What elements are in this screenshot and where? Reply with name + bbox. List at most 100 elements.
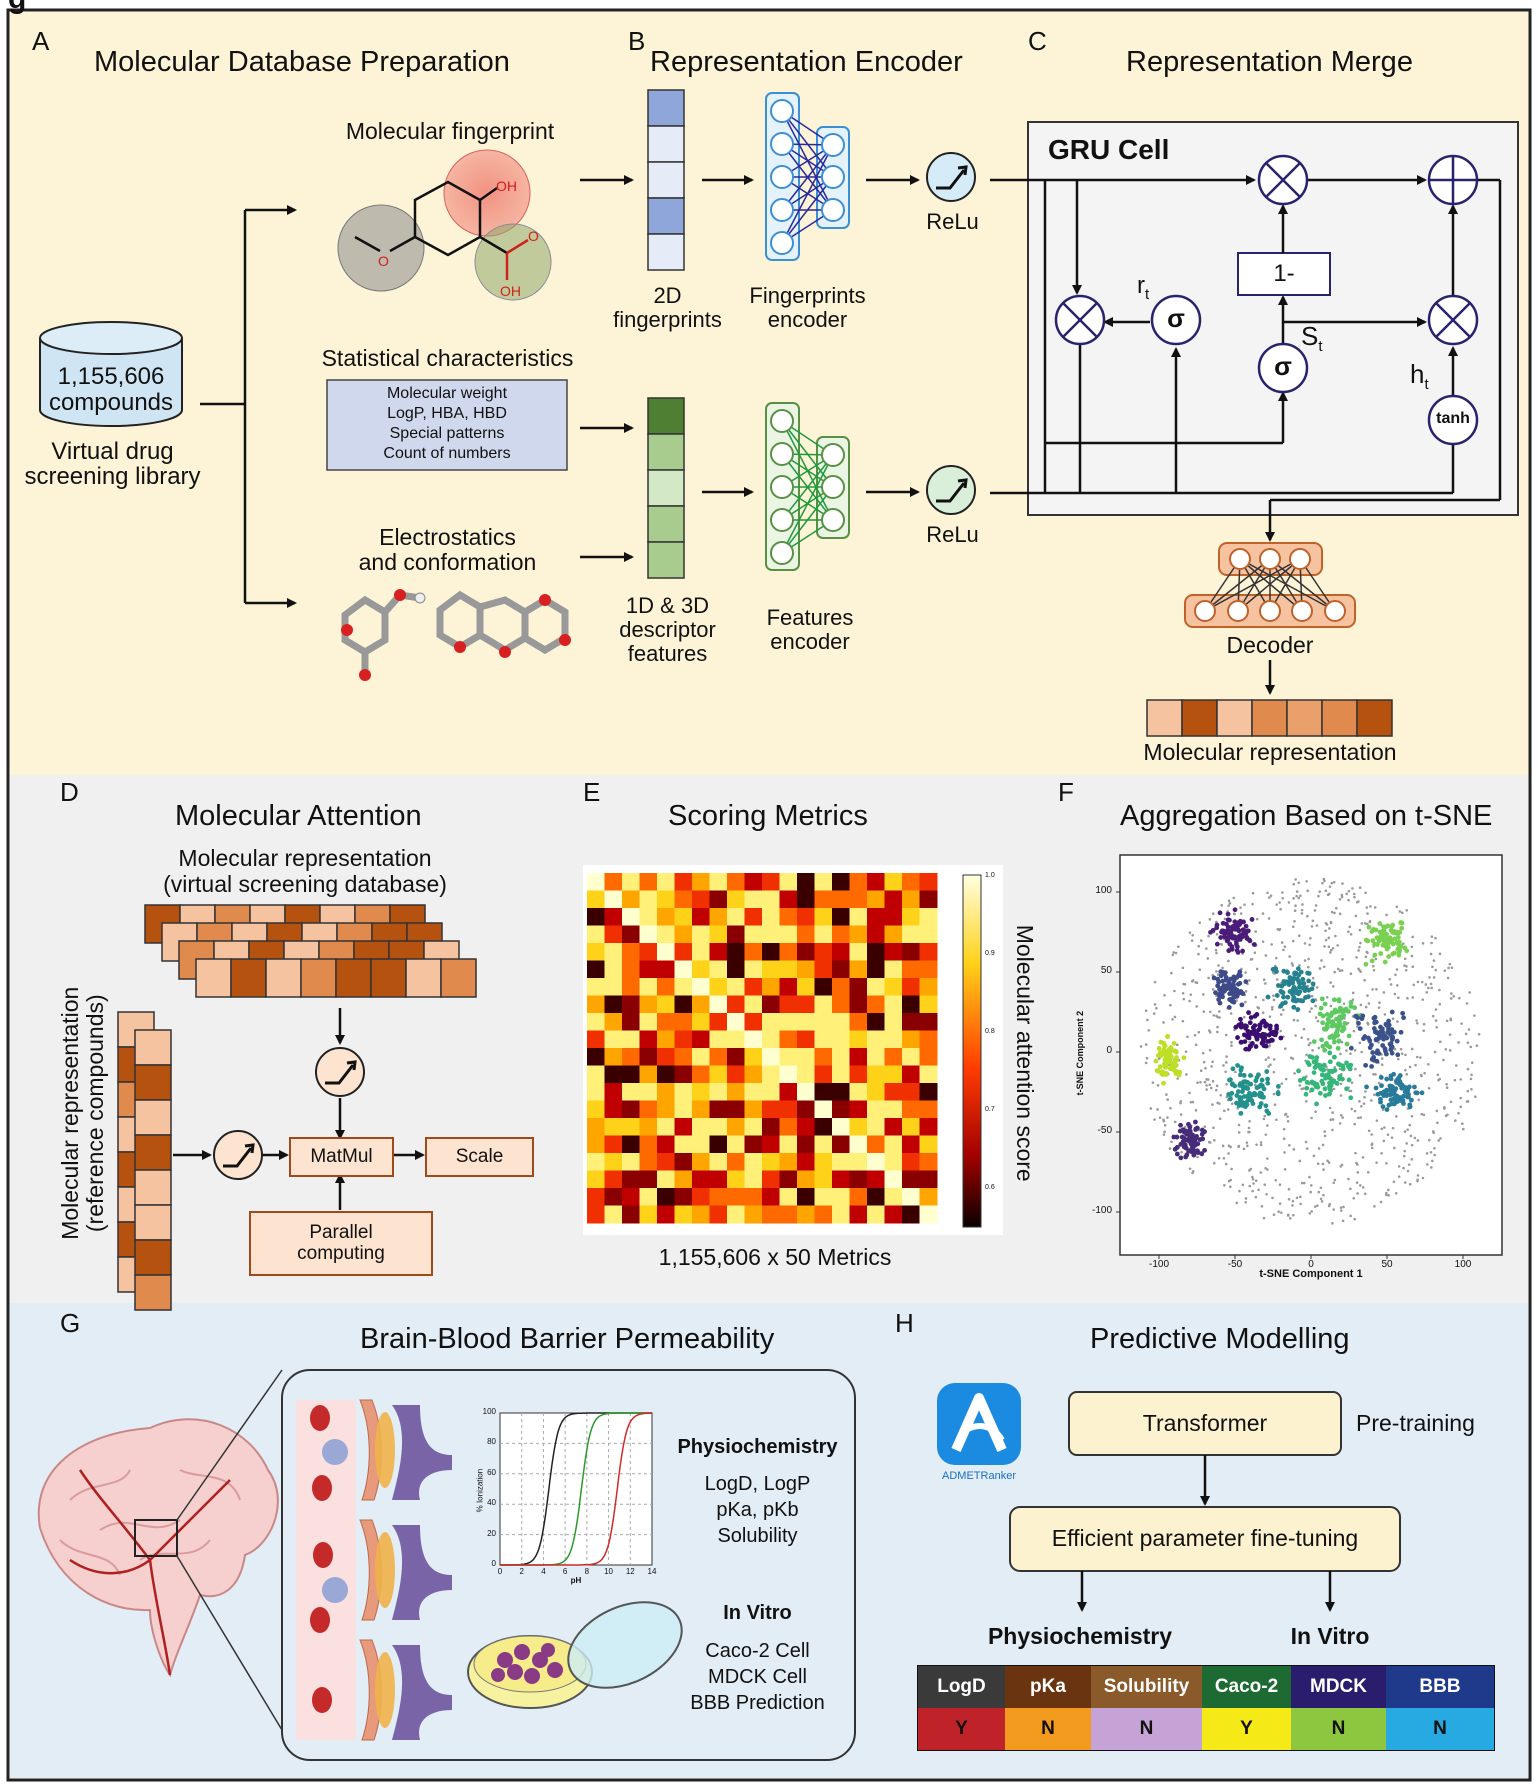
- tsne-point: [1243, 1015, 1246, 1019]
- tsne-point: [1287, 901, 1291, 904]
- tsne-point: [1459, 1078, 1463, 1081]
- tsne-point: [1450, 992, 1453, 995]
- tsne-point: [1214, 1088, 1218, 1092]
- tsne-point: [1269, 1063, 1272, 1066]
- tsne-point: [1199, 939, 1203, 942]
- tsne-point: [1221, 971, 1227, 977]
- heatmap-cell: [797, 1048, 815, 1066]
- heatmap-cell: [604, 1065, 623, 1084]
- tsne-point: [1439, 1137, 1442, 1140]
- heatmap-cell: [727, 1118, 745, 1136]
- tsne-point: [1259, 1077, 1265, 1083]
- tsne-point: [1338, 897, 1342, 901]
- tsne-point: [1153, 980, 1157, 984]
- tsne-point: [1305, 879, 1308, 883]
- tsne-point: [1375, 1119, 1379, 1122]
- tsne-point: [1259, 1141, 1263, 1144]
- tsne-point: [1234, 944, 1240, 950]
- tsne-point: [1355, 1015, 1361, 1021]
- tsne-point: [1424, 983, 1428, 986]
- tsne-point: [1432, 959, 1436, 962]
- tsne-point: [1307, 957, 1310, 961]
- molecular-representation-bar: [1146, 699, 1393, 737]
- panel-title: Aggregation Based on t-SNE: [1120, 800, 1493, 832]
- heatmap-cell: [779, 1135, 798, 1154]
- heatmap-cell: [779, 908, 798, 926]
- tsne-point: [1383, 1013, 1387, 1016]
- tsne-point: [1351, 887, 1354, 890]
- heatmap-cell: [622, 1135, 640, 1154]
- tsne-point: [1327, 945, 1331, 949]
- tsne-point: [1384, 1093, 1390, 1098]
- tsne-point: [1208, 1031, 1212, 1034]
- heatmap-cell: [657, 1030, 675, 1049]
- heatmap-cell: [832, 1135, 850, 1154]
- tsne-point: [1230, 1041, 1233, 1044]
- heatmap-cell: [587, 1030, 605, 1049]
- tsne-point: [1397, 930, 1403, 935]
- library-count: 1,155,606: [57, 363, 165, 390]
- relu-icon: [926, 152, 976, 202]
- ionization-chart: [499, 1412, 653, 1566]
- tsne-point: [1254, 995, 1258, 999]
- heatmap-cell: [762, 960, 780, 979]
- tsne-point: [1235, 950, 1241, 955]
- tsne-point: [1410, 954, 1414, 958]
- electro-caption: Electrostatics: [379, 524, 516, 550]
- tsne-point: [1409, 1134, 1413, 1138]
- tsne-point: [1163, 1053, 1169, 1059]
- heatmap-cell: [849, 925, 868, 944]
- heatmap-cell: [814, 1013, 833, 1031]
- heatmap-cell: [587, 890, 605, 909]
- tsne-point: [1407, 1163, 1411, 1166]
- tsne-point: [1391, 1017, 1395, 1021]
- heatmap-cell: [674, 960, 693, 979]
- brain-icon: [37, 1418, 279, 1678]
- tsne-point: [1363, 1192, 1367, 1196]
- tsne-point: [1191, 1100, 1195, 1104]
- tsne-point: [1262, 1117, 1266, 1121]
- heatmap-cell: [762, 1013, 780, 1031]
- tsne-point: [1183, 1125, 1187, 1129]
- tsne-point: [1286, 1214, 1290, 1217]
- tsne-point: [1303, 995, 1308, 1000]
- tsne-point: [1181, 992, 1185, 995]
- tsne-point: [1466, 1089, 1470, 1093]
- heatmap-cell: [692, 890, 710, 909]
- tsne-point: [1348, 1003, 1354, 1009]
- tsne-point: [1374, 942, 1380, 947]
- tsne-point: [1393, 1146, 1396, 1150]
- tsne-point: [1339, 1052, 1342, 1056]
- tsne-point: [1280, 941, 1284, 944]
- tsne-point: [1171, 1017, 1174, 1021]
- heatmap-cell: [744, 1100, 763, 1119]
- tsne-point: [1171, 1134, 1177, 1140]
- heatmap-cell: [709, 1100, 728, 1119]
- tsne-point: [1246, 937, 1252, 943]
- tsne-ytick-label: -100: [1091, 1205, 1112, 1216]
- heatmap-cell: [797, 873, 815, 891]
- tsne-point: [1433, 1146, 1436, 1150]
- tsne-point: [1156, 1084, 1160, 1087]
- tsne-point: [1347, 889, 1351, 893]
- tsne-point: [1217, 964, 1220, 967]
- descriptor-caption: features: [627, 641, 708, 666]
- tsne-point: [1271, 1196, 1274, 1200]
- heatmap-cell: [622, 978, 640, 996]
- tsne-point: [1183, 982, 1187, 986]
- heatmap-cell: [674, 890, 693, 909]
- sigma-label: σ: [1167, 303, 1185, 333]
- heatmap-cell: [657, 1065, 675, 1084]
- tsne-point: [1353, 1122, 1356, 1126]
- heatmap-cell: [902, 1065, 920, 1084]
- tsne-point: [1310, 998, 1316, 1004]
- tsne-point: [1364, 1090, 1367, 1093]
- tsne-point: [1229, 944, 1235, 949]
- tsne-point: [1181, 966, 1185, 970]
- tsne-point: [1252, 1182, 1255, 1185]
- tsne-point: [1231, 999, 1237, 1005]
- tsne-point: [1366, 1021, 1369, 1025]
- tsne-point: [1390, 1087, 1396, 1092]
- tsne-point: [1199, 1069, 1203, 1073]
- tsne-point: [1434, 1008, 1438, 1011]
